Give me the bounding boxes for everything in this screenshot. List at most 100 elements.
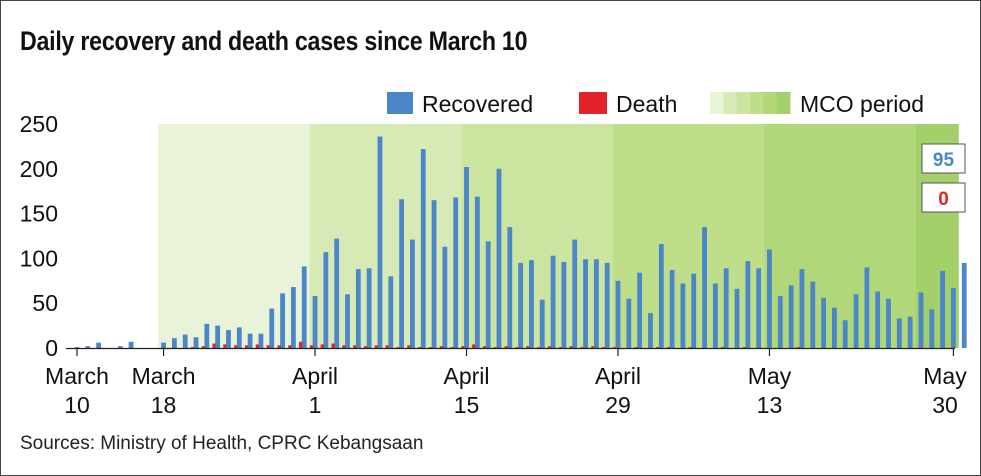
recovered-bar: [864, 267, 870, 348]
recovered-bar: [886, 298, 891, 348]
death-bar: [331, 343, 335, 348]
death-bar: [634, 347, 638, 348]
recovered-bar: [658, 244, 664, 348]
recovered-bar: [171, 338, 177, 348]
recovered-bar: [604, 262, 610, 348]
mco-band: [309, 124, 462, 348]
recovered-bar: [431, 200, 437, 348]
mco-swatch-segment: [736, 92, 751, 114]
y-tick-label: 250: [20, 111, 58, 137]
death-bar: [472, 344, 476, 348]
recovered-bar: [323, 252, 329, 348]
recovered-bar: [734, 288, 740, 348]
recovered-bar: [907, 316, 913, 348]
recovered-bar: [269, 308, 275, 348]
mco-swatch-segment: [723, 92, 738, 114]
recovered-bar: [918, 292, 924, 348]
recovered-bar: [258, 333, 264, 348]
death-bar: [688, 347, 692, 348]
recovered-bar: [366, 268, 372, 348]
death-bar: [493, 347, 497, 348]
x-tick: March 18: [132, 348, 196, 418]
recovered-bar: [723, 268, 729, 348]
death-bar: [407, 345, 411, 348]
y-tick-label: 200: [20, 156, 58, 182]
recovered-bar: [767, 249, 772, 348]
death-bar: [277, 345, 281, 348]
recovered-bar: [799, 269, 805, 348]
recovered-bar: [117, 346, 123, 348]
recovered-bar: [312, 296, 318, 348]
y-axis: 0 50 100 150 200 250: [20, 111, 58, 361]
x-tick: April 15: [444, 348, 490, 418]
death-bar: [320, 344, 324, 348]
death-bar: [569, 346, 573, 348]
death-bar: [266, 345, 270, 348]
death-bar: [244, 345, 249, 348]
x-tick-label-month: May: [748, 363, 792, 389]
x-tick-label-day: 18: [151, 392, 177, 418]
mco-band: [612, 124, 765, 348]
x-tick-label-day: 1: [309, 392, 322, 418]
death-bar: [504, 346, 508, 348]
x-tick-label-month: March: [45, 363, 109, 389]
x-tick-label-day: 10: [64, 392, 90, 418]
recovered-series: [74, 136, 967, 348]
death-bar: [385, 345, 389, 348]
x-tick-label-day: 13: [757, 392, 783, 418]
recovered-bar: [507, 227, 513, 348]
recovered-bar: [420, 149, 426, 348]
y-tick-label: 50: [32, 290, 58, 316]
mco-band: [461, 124, 613, 348]
recovered-bar: [247, 333, 253, 348]
recovered-bar: [410, 239, 415, 348]
legend-label-recovered: Recovered: [422, 91, 533, 117]
death-bar: [656, 347, 660, 348]
x-tick: April 1: [292, 348, 338, 418]
recovered-bar: [680, 283, 686, 348]
death-bar: [190, 347, 195, 348]
recovered-bar: [593, 259, 599, 348]
death-last-value: 0: [938, 189, 949, 210]
death-bar: [288, 345, 292, 348]
recovered-bar: [388, 276, 394, 348]
recovered-bar: [474, 196, 480, 348]
recovered-bar: [810, 281, 816, 348]
recovered-bar: [821, 297, 826, 348]
death-bar: [461, 346, 465, 348]
recovered-bar: [940, 270, 945, 348]
legend: Recovered Death MCO period: [387, 91, 924, 117]
recovered-bar: [626, 298, 632, 348]
recovered-bar: [615, 280, 621, 348]
death-series: [190, 341, 800, 348]
recovered-last-badge: 95: [921, 143, 966, 174]
legend-label-death: Death: [616, 91, 677, 117]
recovered-bar: [929, 309, 935, 348]
x-axis: March10March18April1April15April29May13M…: [45, 348, 967, 418]
mco-swatch-segment: [763, 92, 778, 114]
recovered-bar: [453, 197, 459, 348]
source-note: Sources: Ministry of Health, CPRC Kebang…: [20, 433, 424, 454]
death-bar: [558, 347, 562, 348]
recovered-bar: [193, 337, 199, 348]
death-last-badge: 0: [921, 182, 966, 213]
recovered-bar: [691, 273, 697, 348]
recovered-bar: [583, 259, 588, 348]
legend-swatch-mco: [710, 92, 791, 114]
x-tick: May 30: [923, 348, 967, 418]
recovered-bar: [756, 268, 762, 348]
mco-bands: [158, 124, 959, 348]
recovered-bar: [496, 168, 502, 348]
death-bar: [212, 343, 216, 348]
recovered-bar: [377, 136, 383, 348]
legend-swatch-death: [579, 92, 607, 114]
x-tick-label-month: April: [595, 363, 641, 389]
death-bar: [353, 345, 357, 348]
death-bar: [309, 345, 314, 348]
recovered-bar: [875, 291, 881, 348]
x-tick-label-month: April: [444, 363, 490, 389]
recovered-bar: [301, 266, 307, 348]
recovered-bar: [485, 241, 491, 348]
recovered-bar: [128, 341, 134, 348]
recovered-last-value: 95: [933, 150, 955, 171]
